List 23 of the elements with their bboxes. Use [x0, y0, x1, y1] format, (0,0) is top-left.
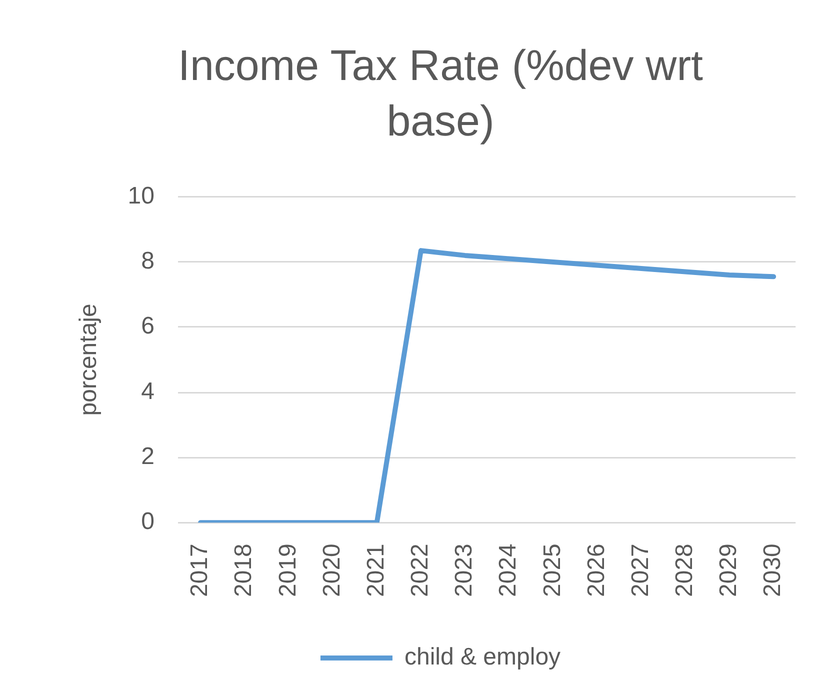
x-tick-label: 2019 [274, 544, 302, 597]
y-tick-label: 10 [128, 182, 154, 210]
x-tick-label: 2028 [671, 544, 698, 597]
x-tick-label: 2020 [318, 544, 346, 597]
x-tick-label: 2018 [230, 544, 258, 597]
y-tick-label: 2 [141, 443, 154, 470]
x-tick-label: 2025 [538, 544, 566, 597]
x-tick-label: 2027 [626, 544, 654, 597]
x-tick-label: 2017 [186, 544, 214, 597]
chart-title: Income Tax Rate (%dev wrt base) [178, 42, 704, 146]
y-tick-label: 0 [141, 508, 154, 536]
x-tick-label: 2022 [406, 544, 434, 597]
x-tick-label: 2021 [362, 544, 390, 597]
y-tick-label: 8 [141, 248, 154, 275]
x-tick-label: 2026 [582, 544, 610, 597]
y-axis-title: porcentaje [75, 304, 102, 416]
x-tick-label: 2024 [494, 544, 522, 597]
x-tick-label: 2023 [450, 544, 478, 597]
y-tick-label: 4 [141, 378, 154, 405]
y-tick-label: 6 [141, 312, 154, 340]
x-tick-label: 2030 [759, 544, 786, 597]
legend-label: child & employ [404, 644, 561, 671]
x-tick-label: 2029 [715, 544, 742, 597]
